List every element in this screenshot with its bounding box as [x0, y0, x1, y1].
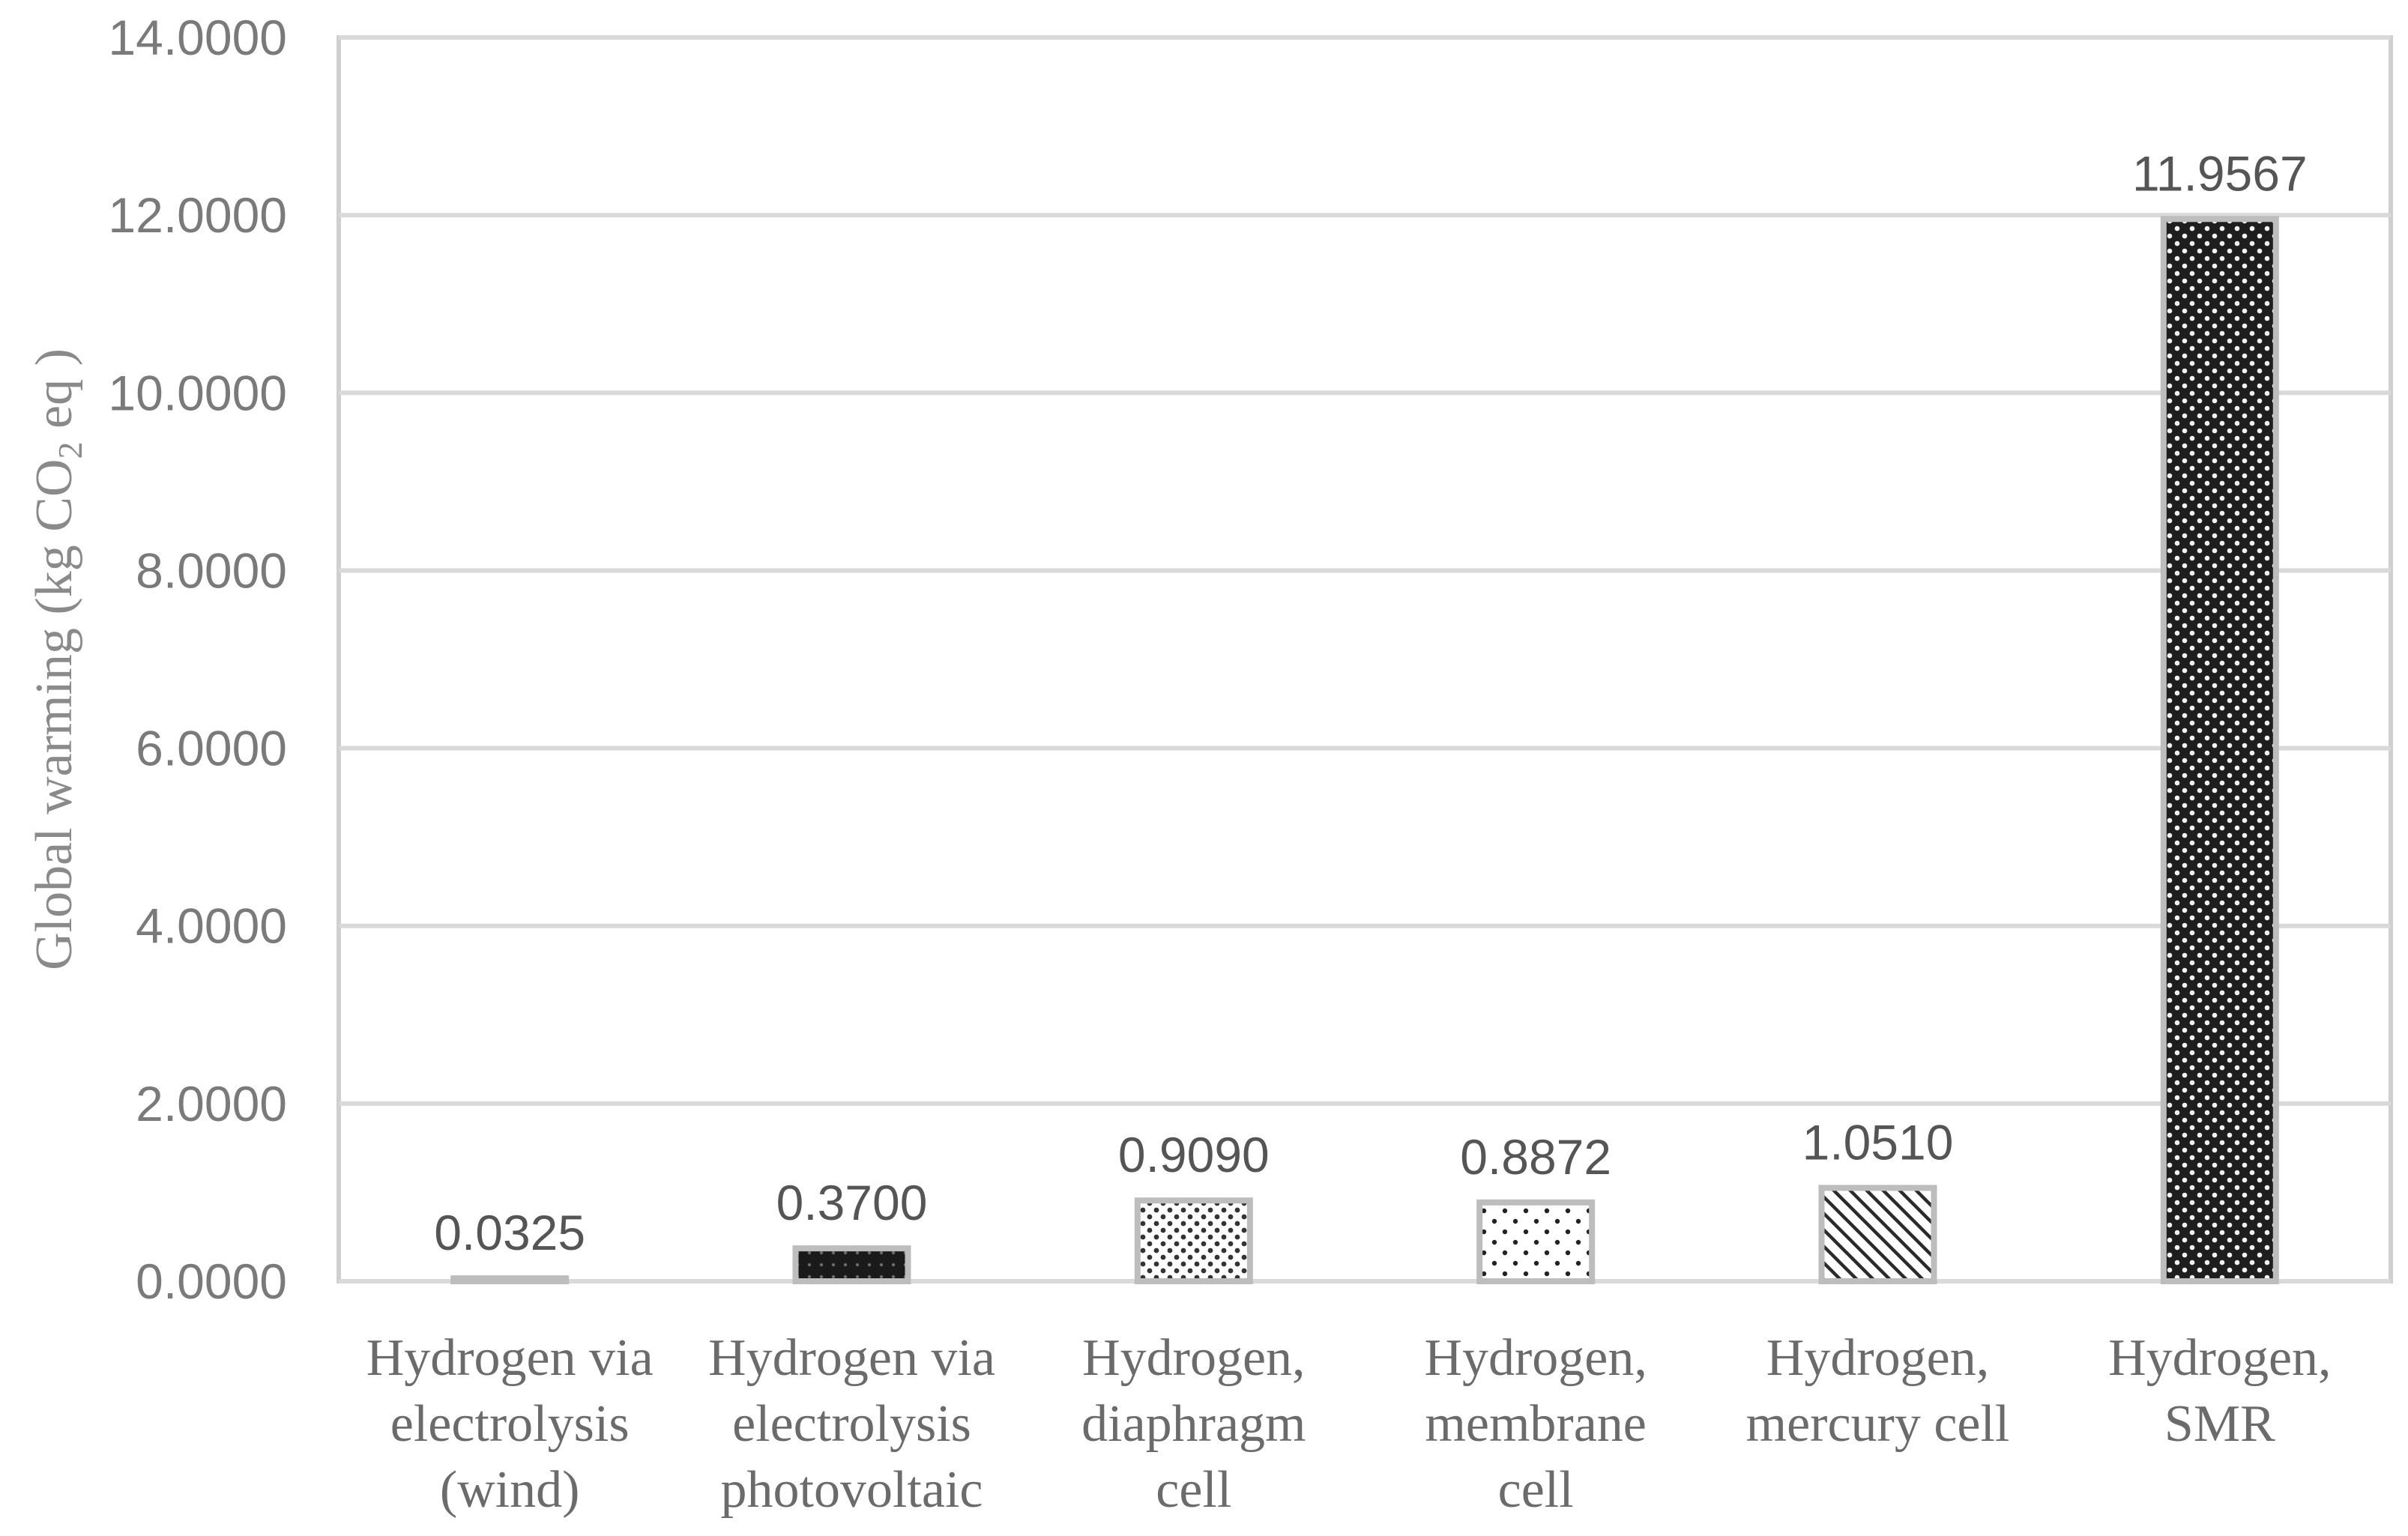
y-axis-title: Global warming (kg CO2 eq ) — [25, 348, 89, 970]
data-label: 0.3700 — [776, 1175, 928, 1230]
x-category-label: Hydrogen via electrolysis (wind) — [366, 1329, 654, 1519]
x-category-label-line: photovoltaic — [721, 1461, 983, 1519]
x-category-label-line: Hydrogen, — [2108, 1329, 2331, 1387]
data-label: 0.0325 — [434, 1205, 585, 1260]
bar-outline — [1134, 1197, 1253, 1285]
y-tick-label: 14.0000 — [108, 10, 287, 65]
bar-outline — [1476, 1199, 1596, 1285]
x-category-label-line: (wind) — [440, 1461, 580, 1519]
y-tick-label: 6.0000 — [136, 721, 287, 776]
x-category-label: Hydrogen, SMR — [2108, 1329, 2331, 1453]
bar — [795, 1248, 908, 1281]
bar — [1137, 1200, 1250, 1281]
data-labels: 0.0325 0.3700 0.9090 0.8872 1.0510 11.9567 — [434, 145, 2307, 1260]
data-label: 0.9090 — [1118, 1127, 1270, 1182]
x-category-label-line: Hydrogen, — [1766, 1329, 1989, 1387]
y-axis-title-suffix: eq ) — [25, 348, 83, 441]
x-category-label-line: diaphragm — [1081, 1395, 1306, 1453]
bar-outline — [1818, 1185, 1937, 1285]
x-category-label-line: electrolysis — [390, 1395, 630, 1453]
bar-outline — [450, 1275, 570, 1285]
data-label: 0.8872 — [1460, 1129, 1611, 1185]
x-category-label-line: SMR — [2164, 1395, 2275, 1453]
x-category-label-line: mercury cell — [1746, 1395, 2010, 1453]
y-tick-label: 12.0000 — [108, 187, 287, 243]
bar-outline — [792, 1245, 911, 1284]
y-tick-label: 4.0000 — [136, 898, 287, 954]
bars — [450, 216, 2279, 1285]
x-category-label-line: Hydrogen via — [708, 1329, 995, 1387]
y-tick-label: 2.0000 — [136, 1076, 287, 1131]
x-category-label-line: electrolysis — [732, 1395, 971, 1453]
x-category-label-line: Hydrogen via — [366, 1329, 654, 1387]
x-category-label-line: membrane — [1425, 1395, 1646, 1453]
y-tick-label: 10.0000 — [108, 365, 287, 420]
x-category-label-line: cell — [1156, 1461, 1231, 1519]
x-category-label-line: Hydrogen, — [1424, 1329, 1647, 1387]
bar — [1821, 1188, 1934, 1281]
y-axis-title-subscript: 2 — [51, 441, 89, 459]
x-category-label: Hydrogen, mercury cell — [1746, 1329, 2010, 1453]
y-axis-ticks: 0.0000 2.0000 4.0000 6.0000 8.0000 10.0000 12.… — [108, 10, 287, 1309]
data-label: 1.0510 — [1802, 1114, 1954, 1170]
x-category-label-line: cell — [1498, 1461, 1574, 1519]
x-category-label-line: Hydrogen, — [1082, 1329, 1305, 1387]
plot-area — [337, 35, 2393, 1283]
y-tick-label: 0.0000 — [136, 1254, 287, 1309]
x-category-label: Hydrogen via electrolysis photovoltaic — [708, 1329, 995, 1519]
bar — [1479, 1202, 1593, 1281]
y-tick-label: 8.0000 — [136, 542, 287, 598]
gridlines — [339, 35, 2391, 1283]
x-category-label: Hydrogen, diaphragm cell — [1081, 1329, 1306, 1519]
x-axis-categories: Hydrogen via electrolysis (wind)Hydrogen v… — [366, 1329, 2332, 1519]
x-category-label: Hydrogen, membrane cell — [1424, 1329, 1647, 1519]
bar — [2163, 219, 2276, 1282]
bar-outline — [2160, 216, 2279, 1285]
data-label: 11.9567 — [2132, 145, 2308, 201]
y-axis-title-prefix: Global warming (kg CO — [25, 459, 83, 970]
